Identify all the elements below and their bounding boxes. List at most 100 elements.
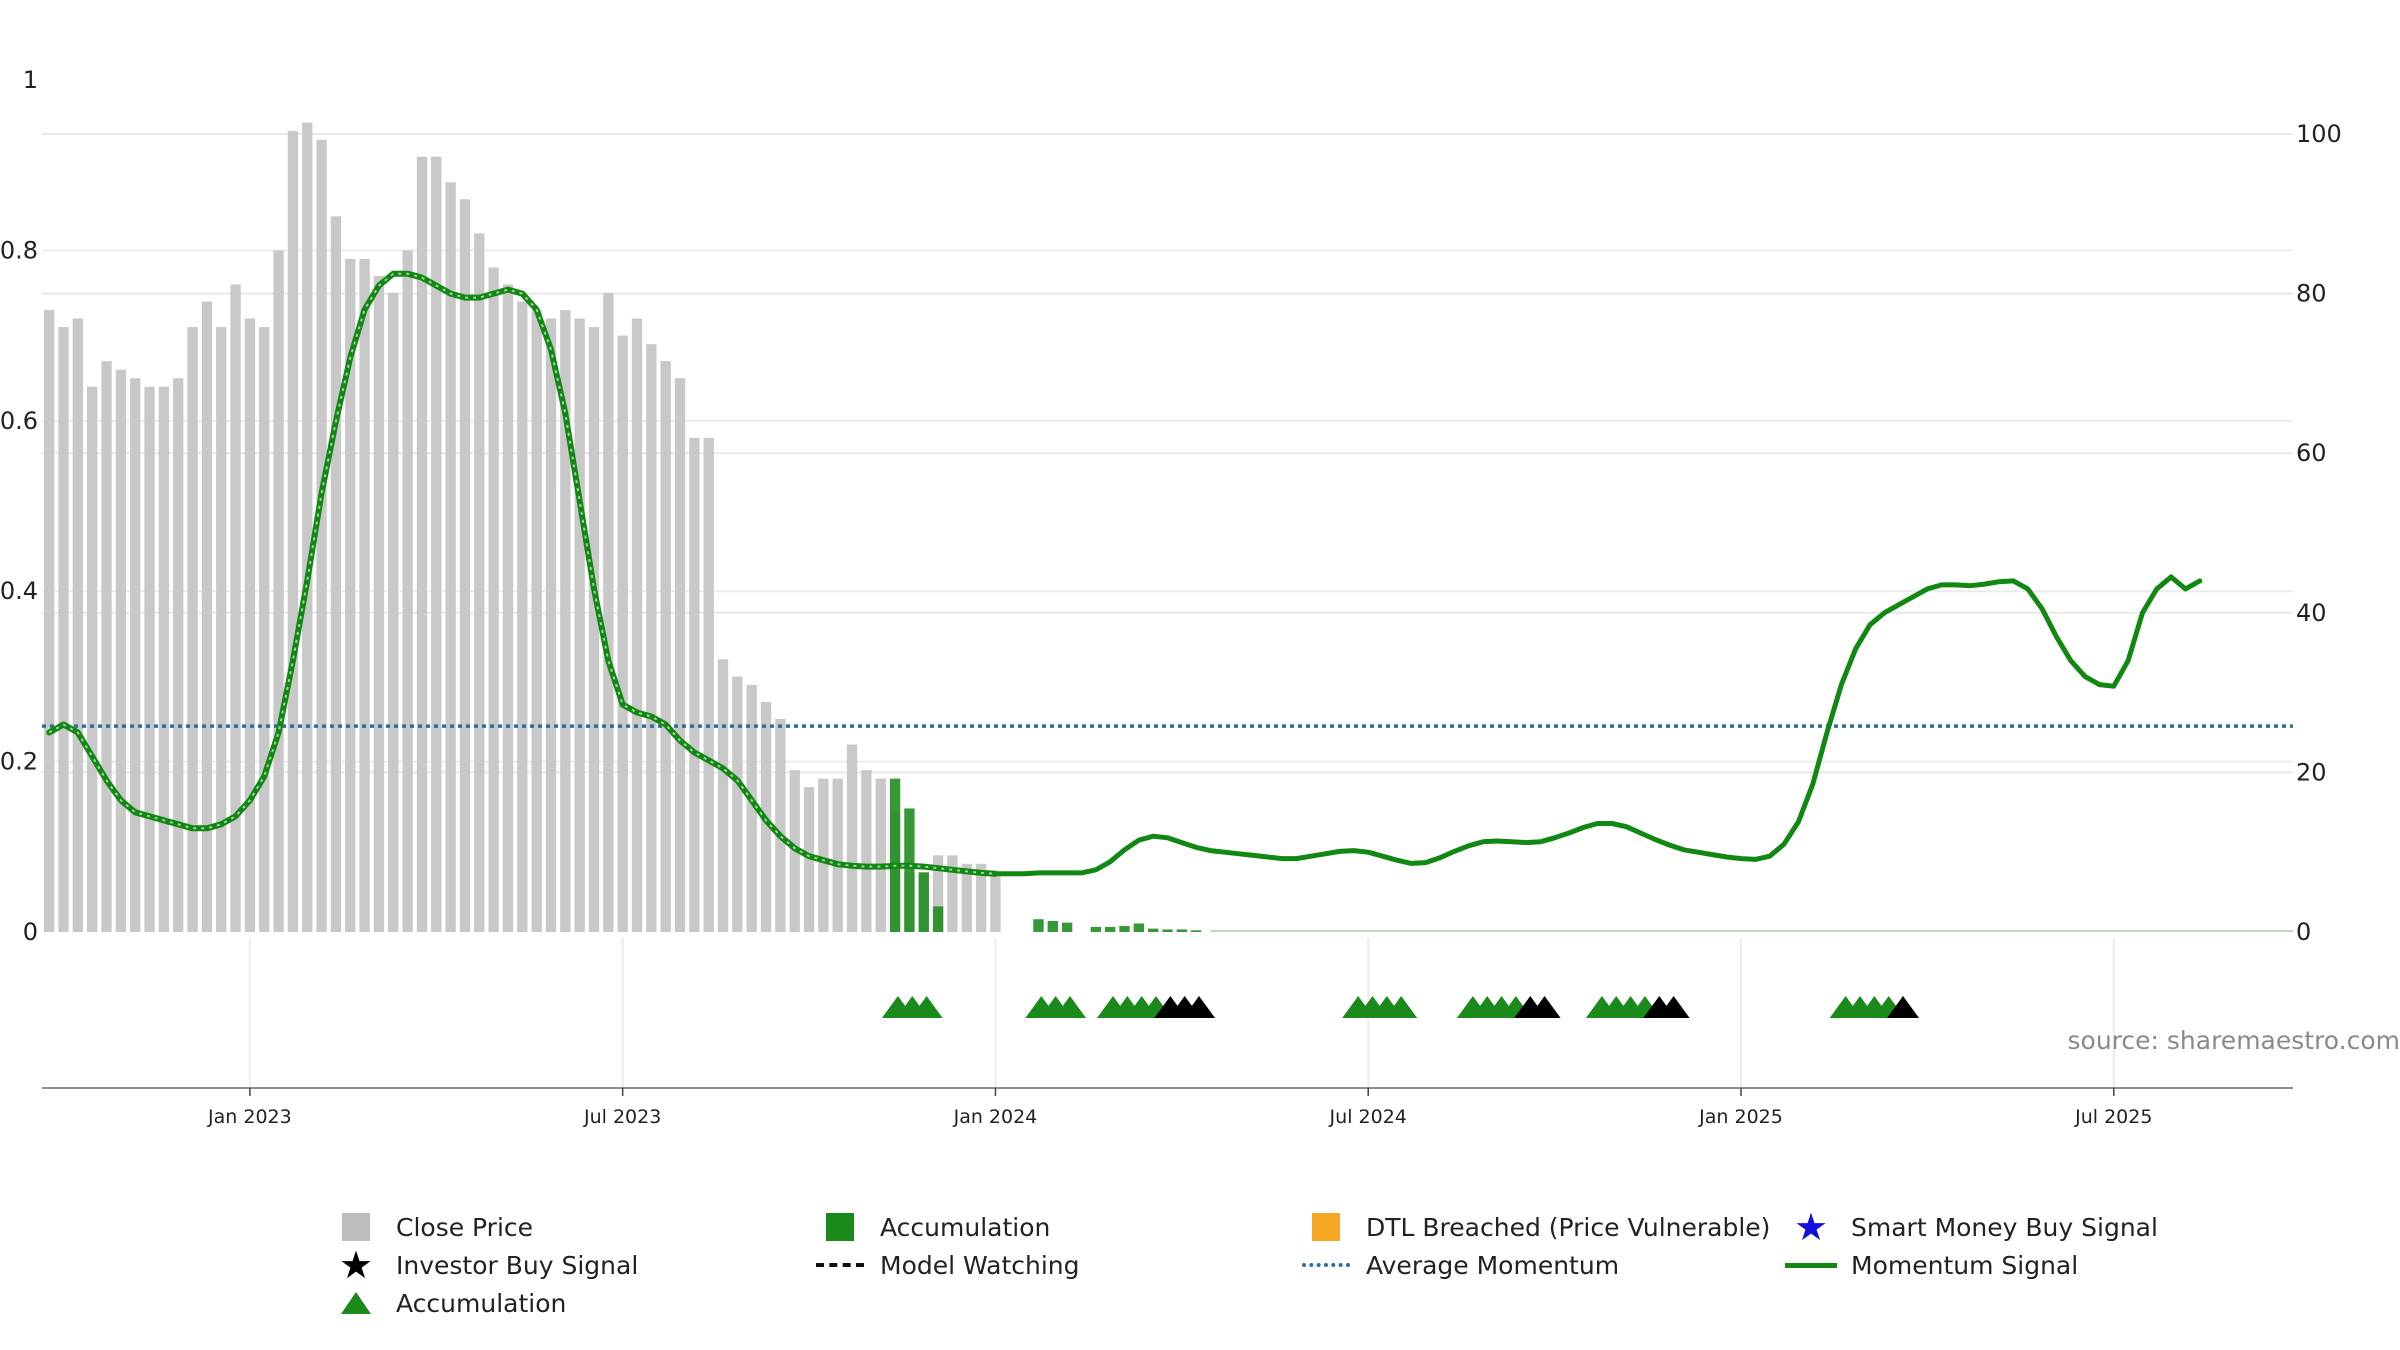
legend-label: Close Price: [396, 1212, 534, 1242]
close-price-bar: [87, 386, 98, 933]
legend-smart-money[interactable]: ★ Smart Money Buy Signal: [1785, 1208, 2158, 1246]
close-price-bar: [861, 770, 872, 932]
left-axis-tick-label: 0: [23, 918, 38, 946]
close-price-bar: [775, 719, 786, 932]
blue-star-icon: ★: [1793, 1205, 1829, 1249]
close-price-bar: [990, 872, 1001, 932]
source-label: source: sharemaestro.com: [2068, 1026, 2400, 1055]
left-axis-tick-label: 0.6: [0, 407, 38, 435]
close-price-bar: [689, 437, 700, 932]
accumulation-bar: [1090, 926, 1101, 932]
x-axis-tick-label: Jul 2025: [2074, 1106, 2152, 1128]
legend-label: DTL Breached (Price Vulnerable): [1366, 1212, 1771, 1242]
dotted-line-icon: [1300, 1246, 1352, 1284]
legend-close-price[interactable]: Close Price: [330, 1208, 533, 1246]
legend-investor-buy[interactable]: ★ Investor Buy Signal: [330, 1246, 638, 1284]
left-axis-tick-label: 0.4: [0, 577, 38, 605]
legend: Close Price Accumulation DTL Breached (P…: [330, 1208, 2230, 1338]
close-price-bar: [388, 293, 399, 932]
green-triangle-icon: [330, 1284, 382, 1322]
legend-dtl-breached[interactable]: DTL Breached (Price Vulnerable): [1300, 1208, 1770, 1246]
close-price-bar: [345, 258, 356, 932]
axes: 0 0.2 0.4 0.6 0.8 1 0 20 40 60 80 100 Jan 2023 Jul 20…: [0, 66, 2342, 1128]
close-price-bar: [359, 258, 370, 932]
green-square-icon: [814, 1208, 866, 1246]
accumulation-bar: [1133, 923, 1144, 932]
momentum-chart: 0 0.2 0.4 0.6 0.8 1 0 20 40 60 80 100 Jan 2023 Jul 20…: [0, 66, 2400, 1128]
close-price-bar: [975, 863, 987, 932]
close-price-bar: [517, 301, 528, 932]
close-price-bar: [488, 267, 499, 932]
close-price-bar: [603, 293, 614, 932]
close-price-bar: [416, 156, 428, 932]
gray-square-icon: [330, 1208, 382, 1246]
close-price-bar: [560, 310, 571, 932]
right-axis-tick-label: 40: [2296, 599, 2327, 627]
close-price-bar: [947, 855, 958, 932]
close-price-bar: [201, 301, 213, 932]
close-price-bar: [818, 778, 829, 932]
close-price-bar: [72, 318, 84, 932]
close-price-bar: [115, 369, 127, 932]
accumulation-bars: [889, 778, 2293, 932]
close-price-bar: [732, 676, 743, 932]
close-price-bar: [187, 327, 198, 933]
close-price-bar: [130, 378, 141, 932]
close-price-bar: [574, 318, 585, 932]
close-price-bar: [101, 361, 112, 932]
close-price-bar: [617, 335, 628, 933]
legend-model-watching[interactable]: Model Watching: [814, 1246, 1080, 1284]
close-price-bar: [846, 744, 858, 932]
close-price-bar: [216, 327, 227, 933]
model-watching-line: [48, 272, 996, 875]
close-price-bar: [330, 216, 342, 932]
close-price-bar: [58, 327, 69, 933]
accumulation-bar: [932, 906, 944, 932]
close-price-bar: [244, 318, 256, 932]
close-price-bar: [273, 250, 284, 932]
close-price-bar: [302, 122, 313, 933]
signal-markers: [881, 996, 1920, 1018]
close-price-bars: [44, 122, 1001, 933]
accumulation-bar: [1047, 920, 1058, 932]
black-star-icon: ★: [338, 1243, 374, 1287]
x-axis-tick-label: Jan 2024: [953, 1106, 1038, 1128]
dashed-line-icon: [814, 1246, 866, 1284]
close-price-bar: [961, 863, 972, 932]
accumulation-bar: [1119, 926, 1130, 932]
close-price-bar: [259, 327, 270, 933]
accumulation-bar: [1176, 929, 1187, 932]
close-price-bar: [144, 386, 155, 933]
accumulation-bar: [1148, 928, 1159, 932]
x-axis-tick-label: Jan 2025: [1698, 1106, 1783, 1128]
legend-label: Accumulation: [396, 1288, 567, 1318]
close-price-bar: [158, 386, 170, 933]
accumulation-bar: [918, 872, 929, 932]
solid-line-icon: [1785, 1246, 1837, 1284]
right-axis-tick-label: 60: [2296, 439, 2327, 467]
legend-label: Momentum Signal: [1851, 1250, 2079, 1280]
accumulation-bar: [889, 778, 901, 932]
legend-accumulation-bar[interactable]: Accumulation: [814, 1208, 1050, 1246]
legend-label: Accumulation: [880, 1212, 1051, 1242]
legend-accumulation-triangle[interactable]: Accumulation: [330, 1284, 566, 1322]
right-axis-tick-label: 0: [2296, 918, 2311, 946]
right-axis-tick-label: 20: [2296, 758, 2327, 786]
accumulation-bar: [1191, 930, 1202, 932]
investor-buy-marker: [1657, 996, 1690, 1018]
accumulation-marker: [910, 996, 943, 1018]
momentum-signal-line: [992, 574, 2203, 877]
close-price-bar: [703, 437, 714, 932]
legend-label: Investor Buy Signal: [396, 1250, 639, 1280]
close-price-bar: [474, 233, 485, 933]
close-price-bar: [660, 361, 671, 932]
close-price-bar: [173, 378, 184, 932]
x-axis-tick-label: Jul 2024: [1329, 1106, 1407, 1128]
legend-momentum-signal[interactable]: Momentum Signal: [1785, 1246, 2078, 1284]
close-price-bar: [531, 310, 542, 932]
legend-label: Average Momentum: [1366, 1250, 1620, 1280]
left-axis-tick-label: 0.8: [0, 236, 38, 264]
legend-average-momentum[interactable]: Average Momentum: [1300, 1246, 1619, 1284]
legend-label: Smart Money Buy Signal: [1851, 1212, 2158, 1242]
close-price-bar: [875, 778, 886, 932]
